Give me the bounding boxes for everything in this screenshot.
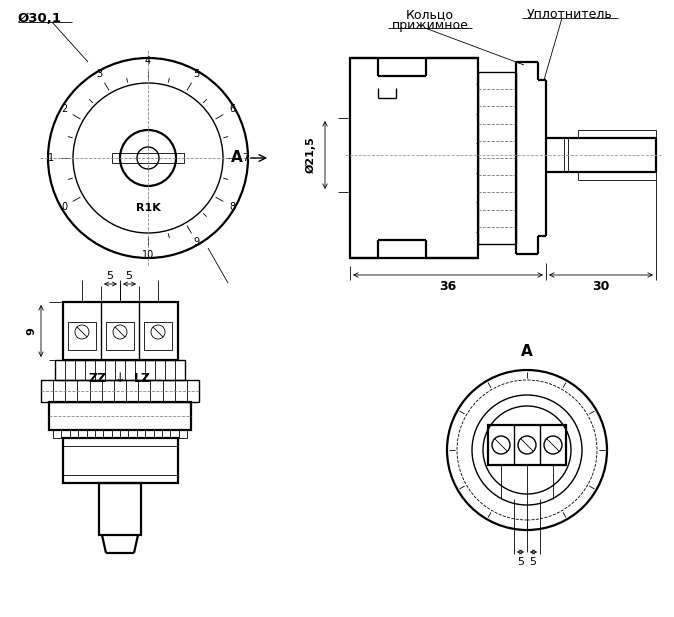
- Text: 5: 5: [530, 557, 537, 567]
- Text: 5: 5: [193, 69, 200, 79]
- Text: 5: 5: [518, 557, 524, 567]
- Text: 36: 36: [439, 281, 456, 294]
- Bar: [144, 322, 172, 350]
- Text: 6: 6: [229, 104, 235, 115]
- Bar: [106, 322, 134, 350]
- Text: ↓: ↓: [115, 371, 125, 384]
- Text: 5: 5: [125, 271, 133, 281]
- Text: 1: 1: [48, 153, 54, 163]
- Bar: [488, 425, 566, 465]
- Text: 9: 9: [193, 237, 200, 247]
- Text: прижимное: прижимное: [392, 20, 468, 33]
- Bar: [112, 153, 120, 163]
- Text: 8: 8: [229, 202, 235, 212]
- Text: 3: 3: [96, 69, 102, 79]
- Bar: [55, 360, 185, 380]
- Bar: [63, 438, 178, 483]
- Bar: [99, 483, 141, 535]
- Text: 7: 7: [242, 153, 248, 163]
- Text: LZ: LZ: [133, 371, 150, 384]
- Bar: [41, 380, 199, 402]
- Text: 9: 9: [26, 327, 36, 335]
- Text: R1K: R1K: [135, 203, 160, 213]
- Text: Уплотнитель: Уплотнитель: [527, 9, 613, 22]
- Text: 2: 2: [61, 104, 67, 115]
- Bar: [63, 302, 178, 360]
- Text: Кольцо: Кольцо: [406, 9, 454, 22]
- Text: Ø21,5: Ø21,5: [306, 136, 316, 173]
- Text: A: A: [521, 344, 533, 360]
- Text: A: A: [231, 151, 243, 165]
- Text: 4: 4: [145, 56, 151, 66]
- Bar: [49, 402, 191, 430]
- Bar: [350, 58, 478, 258]
- Text: 0: 0: [61, 202, 67, 212]
- Text: 30: 30: [592, 281, 610, 294]
- Text: ZZ: ZZ: [89, 371, 107, 384]
- Text: 10: 10: [142, 250, 154, 260]
- Text: 5: 5: [106, 271, 113, 281]
- Bar: [176, 153, 184, 163]
- Bar: [68, 322, 96, 350]
- Text: Ø30,1: Ø30,1: [18, 12, 62, 25]
